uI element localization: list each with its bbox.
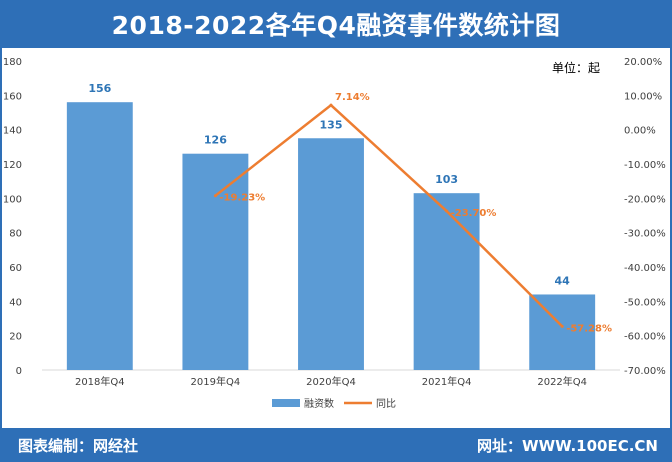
footer-credit: 图表编制：网经社 bbox=[18, 437, 139, 455]
footer-bar: 图表编制：网经社 网址：WWW.100EC.CN bbox=[0, 428, 672, 462]
bar-data-label: 156 bbox=[88, 82, 111, 95]
y-left-tick-label: 120 bbox=[3, 160, 22, 171]
line-point bbox=[329, 103, 333, 107]
x-tick-label: 2021年Q4 bbox=[422, 375, 472, 388]
x-tick-label: 2022年Q4 bbox=[537, 375, 587, 388]
legend-bar-swatch bbox=[272, 399, 300, 407]
legend-line-label: 同比 bbox=[376, 398, 396, 410]
y-left-tick-label: 160 bbox=[3, 91, 22, 102]
x-tick-label: 2018年Q4 bbox=[75, 375, 125, 388]
line-point bbox=[445, 209, 449, 213]
bar-data-label: 103 bbox=[435, 173, 458, 186]
y-left-tick-label: 100 bbox=[3, 194, 22, 205]
chart-area: 单位：起 0 20 40 60 80 100 120 140 160 180 -70.00% -60.0… bbox=[0, 48, 672, 428]
y-left-tick-label: 40 bbox=[9, 297, 22, 308]
bar-data-label: 126 bbox=[204, 134, 227, 147]
line-data-label: 7.14% bbox=[335, 92, 370, 103]
y-right-tick-label: -10.00% bbox=[624, 160, 666, 171]
y-right-tick-label: 10.00% bbox=[624, 91, 662, 102]
y-right-tick-label: -60.00% bbox=[624, 332, 666, 343]
line-point bbox=[213, 194, 217, 198]
y-right-tick-label: -70.00% bbox=[624, 366, 666, 377]
yoy-line bbox=[214, 103, 564, 328]
line-point bbox=[560, 324, 564, 328]
x-tick-label: 2019年Q4 bbox=[191, 375, 241, 388]
line-data-label: -23.70% bbox=[451, 208, 497, 219]
bar bbox=[182, 153, 249, 370]
unit-label: 单位：起 bbox=[552, 60, 600, 75]
y-right-tick-label: -20.00% bbox=[624, 194, 666, 205]
y-right-tick-label: 20.00% bbox=[624, 57, 662, 68]
bar-data-label: 44 bbox=[555, 274, 571, 287]
footer-website: 网址：WWW.100EC.CN bbox=[477, 437, 658, 455]
y-left-tick-label: 0 bbox=[16, 366, 22, 377]
bar bbox=[66, 102, 133, 370]
legend-bar-label: 融资数 bbox=[304, 397, 334, 410]
y-left-tick-label: 80 bbox=[9, 229, 22, 240]
bar bbox=[298, 138, 364, 370]
y-right-tick-label: -30.00% bbox=[624, 229, 666, 240]
y-right-tick-label: 0.00% bbox=[624, 126, 656, 137]
x-tick-label: 2020年Q4 bbox=[306, 375, 356, 388]
bar bbox=[529, 294, 596, 370]
chart-title: 2018-2022各年Q4融资事件数统计图 bbox=[111, 11, 561, 40]
chart-title-bar: 2018-2022各年Q4融资事件数统计图 bbox=[0, 0, 672, 48]
line-data-label: -19.23% bbox=[219, 193, 265, 204]
y-left-tick-label: 60 bbox=[9, 263, 22, 274]
y-right-tick-label: -40.00% bbox=[624, 263, 666, 274]
chart-svg: 单位：起 0 20 40 60 80 100 120 140 160 180 -70.00% -60.0… bbox=[3, 57, 666, 410]
y-left-tick-label: 180 bbox=[3, 57, 22, 68]
y-left-tick-label: 20 bbox=[9, 332, 22, 343]
line-data-label: -57.28% bbox=[566, 323, 612, 334]
y-left-tick-label: 140 bbox=[3, 126, 22, 137]
bar bbox=[413, 193, 480, 370]
bar-data-label: 135 bbox=[320, 118, 343, 131]
y-right-tick-label: -50.00% bbox=[624, 297, 666, 308]
